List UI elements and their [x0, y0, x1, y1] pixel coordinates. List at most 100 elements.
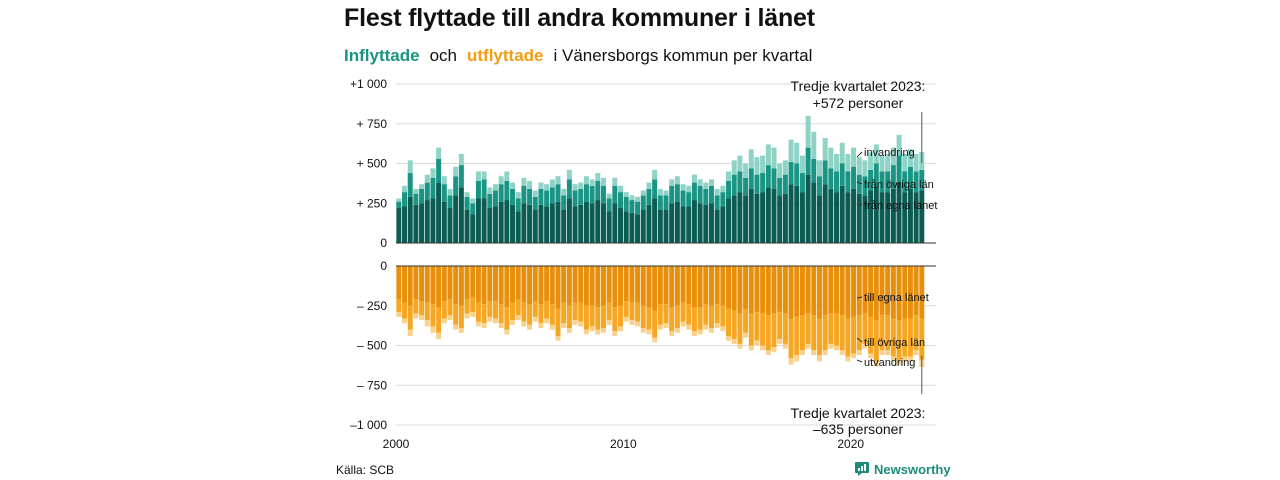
bar-out-other-counties [885, 315, 891, 351]
bar-in-immigration [828, 147, 834, 169]
bar-in-other-counties [816, 176, 822, 196]
bar-in-own-county [447, 208, 453, 243]
bar-in-own-county [464, 209, 470, 243]
bar-out-other-counties [635, 302, 641, 322]
bar-in-other-counties [487, 193, 493, 209]
bar-out-other-counties [691, 307, 697, 332]
bar-in-own-county [419, 203, 425, 243]
bar-in-immigration [470, 198, 476, 204]
bar-out-emigration [720, 326, 726, 332]
bar-out-own-county [794, 266, 800, 317]
bar-out-emigration [396, 312, 402, 317]
bar-in-immigration [691, 174, 697, 183]
series-pointer-out [856, 337, 863, 343]
bar-in-own-county [862, 195, 868, 243]
bar-in-immigration [777, 163, 783, 178]
bar-out-other-counties [640, 305, 646, 329]
bar-out-own-county [402, 266, 408, 303]
bar-out-other-counties [754, 312, 760, 341]
bar-in-own-county [629, 212, 635, 243]
bar-out-own-county [470, 266, 476, 298]
bar-in-other-counties [828, 168, 834, 189]
bar-out-own-county [805, 266, 811, 314]
bar-out-own-county [691, 266, 697, 308]
bar-in-own-county [402, 206, 408, 243]
bar-out-emigration [492, 318, 498, 324]
bar-out-other-counties [669, 307, 675, 332]
gridlines [396, 83, 936, 426]
bar-in-own-county [896, 182, 902, 243]
bar-out-own-county [703, 266, 709, 305]
bar-in-other-counties [714, 195, 720, 210]
bar-in-immigration [703, 182, 709, 189]
bar-out-emigration [845, 356, 851, 362]
y-tick-label-bottom: –1 000 [350, 418, 387, 432]
bar-in-own-county [538, 204, 544, 243]
bar-in-immigration [748, 149, 754, 169]
bar-in-other-counties [572, 190, 578, 207]
bar-in-other-counties [430, 177, 436, 199]
bar-in-other-counties [635, 201, 641, 215]
bar-in-other-counties [794, 163, 800, 186]
bar-in-other-counties [504, 180, 510, 201]
bar-in-other-counties [646, 188, 652, 205]
bar-out-other-counties [600, 305, 606, 329]
bar-in-immigration [407, 160, 413, 174]
bar-in-immigration [521, 177, 527, 186]
bar-out-own-county [834, 266, 840, 314]
bar-in-own-county [680, 206, 686, 243]
bar-out-emigration [521, 321, 527, 327]
bar-in-immigration [441, 176, 447, 185]
bar-out-emigration [760, 345, 766, 351]
bar-out-emigration [606, 320, 612, 325]
bar-in-other-counties [549, 187, 555, 204]
bar-in-own-county [902, 192, 908, 243]
bar-out-other-counties [794, 316, 800, 356]
bar-in-own-county [794, 185, 800, 243]
bar-out-other-counties [538, 304, 544, 324]
bar-in-immigration [805, 115, 811, 148]
bar-out-other-counties [851, 316, 857, 354]
bar-in-other-counties [845, 171, 851, 193]
bar-in-own-county [799, 192, 805, 243]
bar-in-other-counties [510, 188, 516, 205]
bar-out-other-counties [822, 315, 828, 351]
bar-in-immigration [765, 144, 771, 166]
bar-in-other-counties [464, 196, 470, 210]
bar-in-own-county [828, 188, 834, 243]
series-label-in: från egna länet [864, 200, 937, 212]
bar-in-other-counties [799, 173, 805, 193]
bar-out-other-counties [646, 307, 652, 330]
bar-in-own-county [623, 211, 629, 243]
bar-in-other-counties [396, 201, 402, 209]
bar-out-own-county [612, 266, 618, 308]
bar-out-other-counties [902, 318, 908, 357]
bar-in-own-county [765, 187, 771, 243]
bar-out-other-counties [708, 305, 714, 329]
bar-in-immigration [629, 195, 635, 201]
bar-out-other-counties [714, 304, 720, 324]
bar-in-other-counties [492, 190, 498, 207]
bar-out-own-county [743, 266, 749, 309]
bar-in-other-counties [606, 198, 612, 212]
bar-out-own-county [498, 266, 504, 305]
bar-in-other-counties [743, 177, 749, 196]
bar-in-immigration [873, 144, 879, 164]
bar-out-own-county [811, 266, 817, 316]
bar-in-other-counties [708, 185, 714, 204]
bar-out-other-counties [907, 318, 913, 357]
bar-in-other-counties [885, 171, 891, 193]
bar-in-own-county [754, 193, 760, 243]
bar-in-own-county [595, 200, 601, 243]
bar-in-own-county [521, 203, 527, 243]
source-note: Källa: SCB [336, 463, 395, 477]
bar-out-other-counties [447, 299, 453, 316]
bar-in-immigration [549, 179, 555, 188]
bar-in-immigration [481, 171, 487, 180]
bar-out-emigration [896, 359, 902, 365]
annotation-top-line2: +572 personer [813, 95, 904, 111]
bar-in-other-counties [754, 174, 760, 194]
bar-in-own-county [589, 203, 595, 243]
bar-in-own-county [697, 203, 703, 243]
bar-in-immigration [771, 147, 777, 169]
